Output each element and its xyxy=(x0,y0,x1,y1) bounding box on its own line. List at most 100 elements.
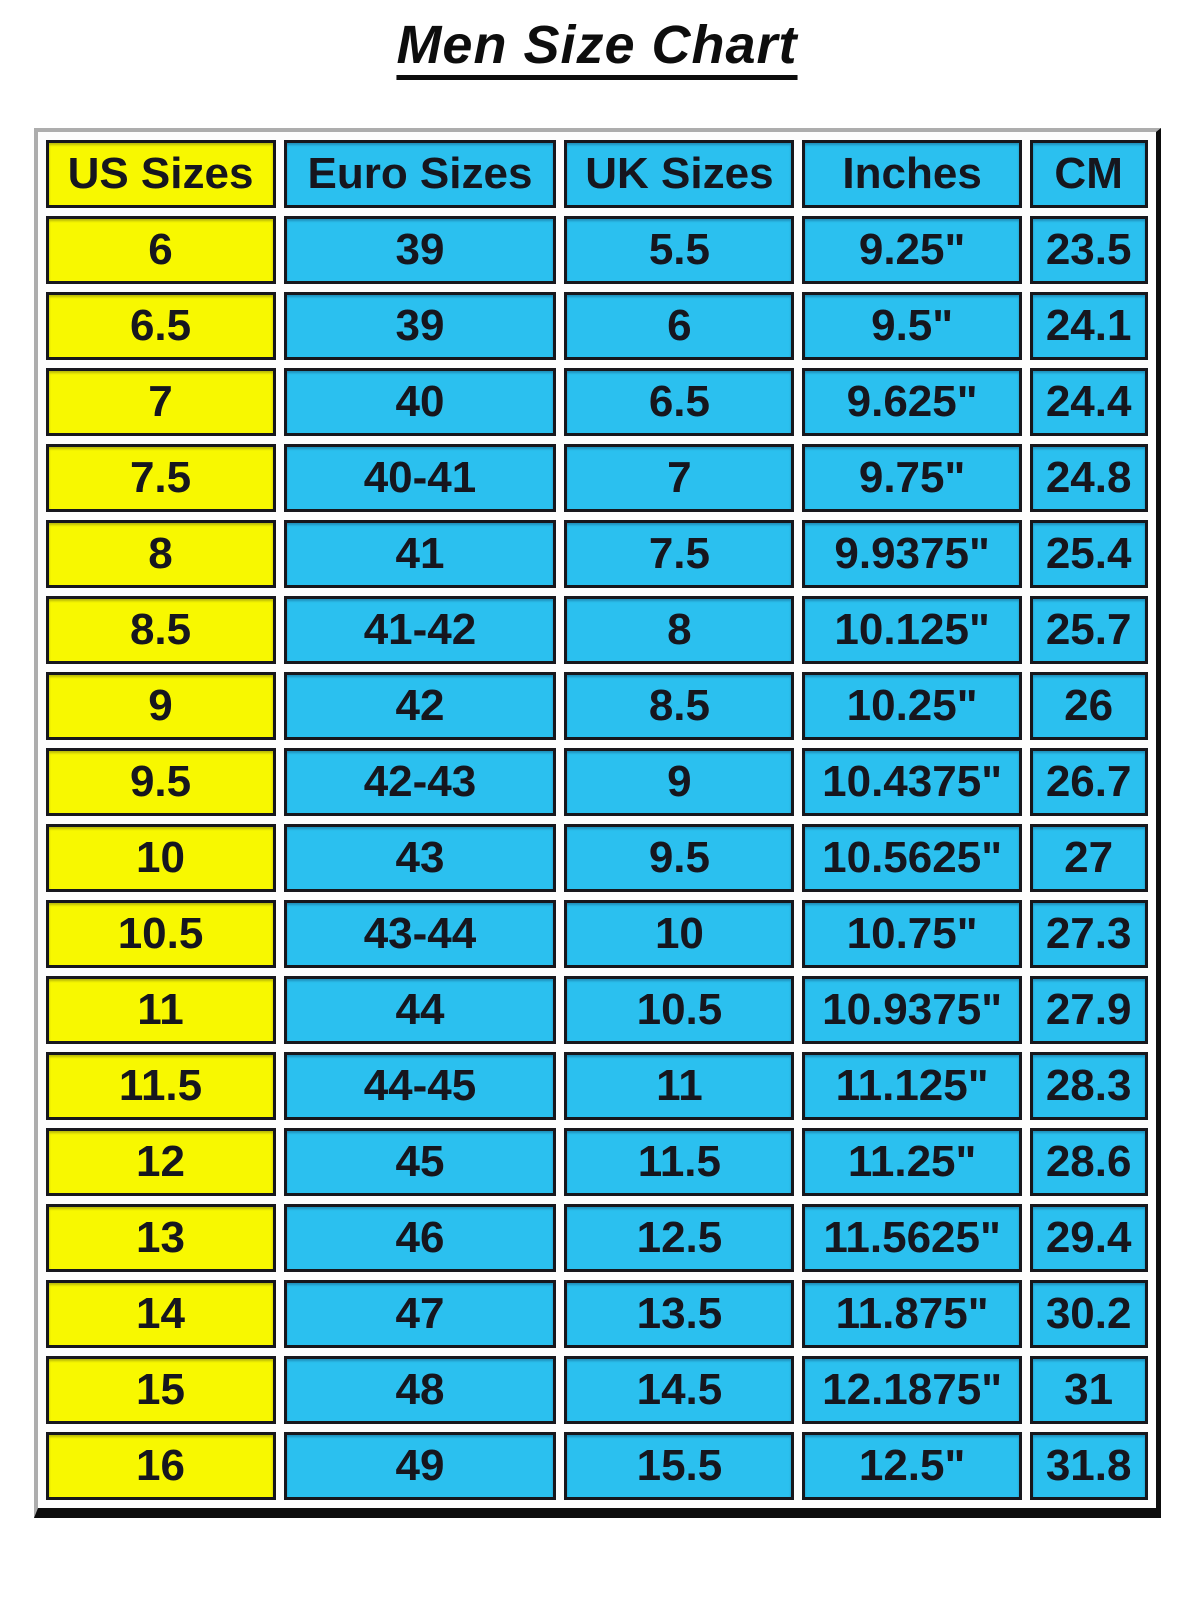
cell: 16 xyxy=(45,1432,276,1500)
cell: 28.3 xyxy=(1029,1052,1148,1120)
cell: 11.25" xyxy=(802,1128,1022,1196)
cell: 8 xyxy=(45,520,276,588)
cell: 15.5 xyxy=(564,1432,795,1500)
cell: 14.5 xyxy=(564,1356,795,1424)
cell: 40-41 xyxy=(283,444,557,512)
header-row: US Sizes Euro Sizes UK Sizes Inches CM xyxy=(45,140,1148,208)
cell: 6 xyxy=(45,216,276,284)
cell: 9.9375" xyxy=(802,520,1022,588)
cell: 11 xyxy=(45,976,276,1044)
cell: 26.7 xyxy=(1029,748,1148,816)
cell: 11.5625" xyxy=(802,1204,1022,1272)
table-row: 7 40 6.5 9.625" 24.4 xyxy=(45,368,1148,436)
cell: 12.5" xyxy=(802,1432,1022,1500)
cell: 11.125" xyxy=(802,1052,1022,1120)
cell: 13 xyxy=(45,1204,276,1272)
cell: 14 xyxy=(45,1280,276,1348)
cell: 10.4375" xyxy=(802,748,1022,816)
cell: 24.4 xyxy=(1029,368,1148,436)
page-title: Men Size Chart xyxy=(396,15,798,75)
cell: 27.3 xyxy=(1029,900,1148,968)
cell: 31 xyxy=(1029,1356,1148,1424)
cell: 23.5 xyxy=(1029,216,1148,284)
cell: 39 xyxy=(283,216,557,284)
cell: 13.5 xyxy=(564,1280,795,1348)
cell: 41-42 xyxy=(283,596,557,664)
cell: 45 xyxy=(283,1128,557,1196)
cell: 6 xyxy=(564,292,795,360)
column-header-us-sizes: US Sizes xyxy=(45,140,276,208)
cell: 9.5 xyxy=(45,748,276,816)
cell: 7 xyxy=(564,444,795,512)
cell: 49 xyxy=(283,1432,557,1500)
table-row: 11.5 44-45 11 11.125" 28.3 xyxy=(45,1052,1148,1120)
cell: 44 xyxy=(283,976,557,1044)
cell: 10 xyxy=(564,900,795,968)
table-row: 8 41 7.5 9.9375" 25.4 xyxy=(45,520,1148,588)
cell: 10.125" xyxy=(802,596,1022,664)
cell: 9.5" xyxy=(802,292,1022,360)
cell: 6.5 xyxy=(564,368,795,436)
size-chart-frame: US Sizes Euro Sizes UK Sizes Inches CM 6… xyxy=(33,128,1161,1518)
table-row: 6.5 39 6 9.5" 24.1 xyxy=(45,292,1148,360)
cell: 30.2 xyxy=(1029,1280,1148,1348)
table-body: 6 39 5.5 9.25" 23.5 6.5 39 6 9.5" 24.1 7 40 6.5 9.625… xyxy=(45,216,1148,1500)
cell: 10.75" xyxy=(802,900,1022,968)
table-row: 11 44 10.5 10.9375" 27.9 xyxy=(45,976,1148,1044)
cell: 26 xyxy=(1029,672,1148,740)
table-row: 16 49 15.5 12.5" 31.8 xyxy=(45,1432,1148,1500)
table-row: 9 42 8.5 10.25" 26 xyxy=(45,672,1148,740)
cell: 11.5 xyxy=(564,1128,795,1196)
cell: 27 xyxy=(1029,824,1148,892)
cell: 8 xyxy=(564,596,795,664)
cell: 48 xyxy=(283,1356,557,1424)
table-row: 9.5 42-43 9 10.4375" 26.7 xyxy=(45,748,1148,816)
cell: 25.4 xyxy=(1029,520,1148,588)
cell: 5.5 xyxy=(564,216,795,284)
cell: 15 xyxy=(45,1356,276,1424)
cell: 43 xyxy=(283,824,557,892)
cell: 10.5625" xyxy=(802,824,1022,892)
cell: 7.5 xyxy=(564,520,795,588)
table-row: 12 45 11.5 11.25" 28.6 xyxy=(45,1128,1148,1196)
cell: 42-43 xyxy=(283,748,557,816)
cell: 10 xyxy=(45,824,276,892)
column-header-inches: Inches xyxy=(802,140,1022,208)
cell: 28.6 xyxy=(1029,1128,1148,1196)
cell: 8.5 xyxy=(45,596,276,664)
column-header-uk-sizes: UK Sizes xyxy=(564,140,795,208)
cell: 12.1875" xyxy=(802,1356,1022,1424)
cell: 40 xyxy=(283,368,557,436)
table-row: 6 39 5.5 9.25" 23.5 xyxy=(45,216,1148,284)
cell: 24.8 xyxy=(1029,444,1148,512)
column-header-euro-sizes: Euro Sizes xyxy=(283,140,557,208)
cell: 8.5 xyxy=(564,672,795,740)
cell: 7.5 xyxy=(45,444,276,512)
cell: 11.5 xyxy=(45,1052,276,1120)
cell: 11 xyxy=(564,1052,795,1120)
table-row: 7.5 40-41 7 9.75" 24.8 xyxy=(45,444,1148,512)
cell: 7 xyxy=(45,368,276,436)
cell: 29.4 xyxy=(1029,1204,1148,1272)
cell: 11.875" xyxy=(802,1280,1022,1348)
cell: 9.625" xyxy=(802,368,1022,436)
cell: 24.1 xyxy=(1029,292,1148,360)
cell: 27.9 xyxy=(1029,976,1148,1044)
cell: 10.9375" xyxy=(802,976,1022,1044)
cell: 9.25" xyxy=(802,216,1022,284)
table-row: 14 47 13.5 11.875" 30.2 xyxy=(45,1280,1148,1348)
cell: 9 xyxy=(45,672,276,740)
cell: 42 xyxy=(283,672,557,740)
size-chart-table: US Sizes Euro Sizes UK Sizes Inches CM 6… xyxy=(38,132,1156,1508)
cell: 12.5 xyxy=(564,1204,795,1272)
cell: 9 xyxy=(564,748,795,816)
table-row: 13 46 12.5 11.5625" 29.4 xyxy=(45,1204,1148,1272)
cell: 12 xyxy=(45,1128,276,1196)
cell: 47 xyxy=(283,1280,557,1348)
cell: 10.5 xyxy=(45,900,276,968)
cell: 10.5 xyxy=(564,976,795,1044)
cell: 31.8 xyxy=(1029,1432,1148,1500)
cell: 25.7 xyxy=(1029,596,1148,664)
cell: 44-45 xyxy=(283,1052,557,1120)
